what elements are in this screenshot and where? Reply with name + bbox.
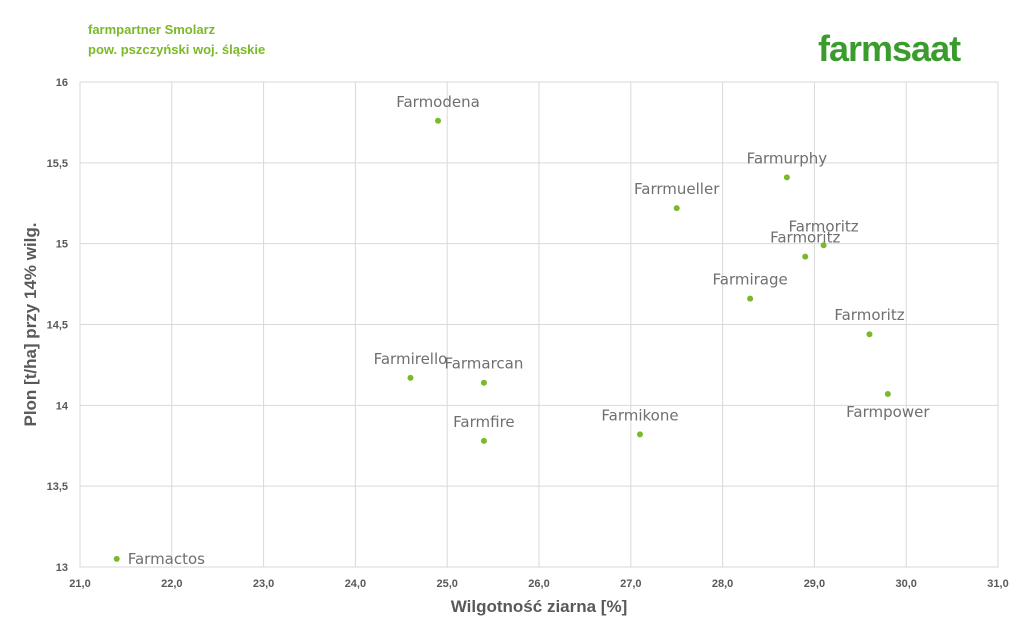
point-label: Farmpower — [846, 403, 930, 421]
x-tick-label: 29,0 — [804, 578, 825, 590]
x-tick-label: 28,0 — [712, 578, 733, 590]
data-point — [480, 437, 487, 444]
y-tick-label: 13 — [56, 562, 68, 574]
point-label: Farmoritz — [788, 217, 858, 235]
farmsaat-logo: farmsaat — [818, 28, 961, 69]
point-label: Farmarcan — [444, 355, 523, 373]
y-tick-label: 15,5 — [47, 158, 68, 170]
data-point — [480, 379, 487, 386]
y-tick-label: 16 — [56, 77, 68, 89]
data-point — [636, 431, 643, 438]
x-tick-label: 31,0 — [987, 578, 1008, 590]
point-label: Farmoritz — [770, 229, 840, 247]
x-tick-label: 27,0 — [620, 578, 641, 590]
point-label: Farmirello — [374, 350, 448, 368]
data-point — [820, 242, 827, 249]
y-tick-label: 14 — [56, 400, 69, 412]
data-point — [747, 295, 754, 302]
data-point — [113, 555, 120, 562]
data-point — [673, 205, 680, 212]
subtitle-farm: farmpartner Smolarz — [88, 22, 216, 37]
point-label: Farmodena — [396, 93, 480, 111]
point-label: Farrmueller — [634, 180, 720, 198]
point-label: Farmirage — [713, 271, 788, 289]
point-label: Farmactos — [128, 550, 205, 568]
x-tick-label: 23,0 — [253, 578, 274, 590]
data-point — [802, 253, 809, 260]
data-point — [884, 391, 891, 398]
x-tick-label: 26,0 — [528, 578, 549, 590]
point-label: Farmikone — [601, 406, 678, 424]
y-tick-label: 15 — [56, 239, 68, 251]
subtitle-region: pow. pszczyński woj. śląskie — [88, 42, 266, 57]
x-tick-label: 25,0 — [436, 578, 457, 590]
point-label: Farmoritz — [834, 306, 904, 324]
x-tick-label: 30,0 — [895, 578, 916, 590]
x-tick-label: 22,0 — [161, 578, 182, 590]
data-point — [435, 117, 442, 124]
data-point — [407, 374, 414, 381]
point-label: Farmurphy — [747, 149, 828, 167]
data-point — [783, 174, 790, 181]
y-axis-title: Plon [t/ha] przy 14% wilg. — [21, 222, 40, 426]
x-tick-label: 24,0 — [345, 578, 366, 590]
point-label: Farmfire — [453, 413, 514, 431]
y-tick-label: 14,5 — [47, 320, 68, 332]
y-tick-label: 13,5 — [47, 481, 68, 493]
x-axis-title: Wilgotność ziarna [%] — [451, 597, 627, 616]
data-point — [866, 331, 873, 338]
x-tick-label: 21,0 — [69, 578, 90, 590]
